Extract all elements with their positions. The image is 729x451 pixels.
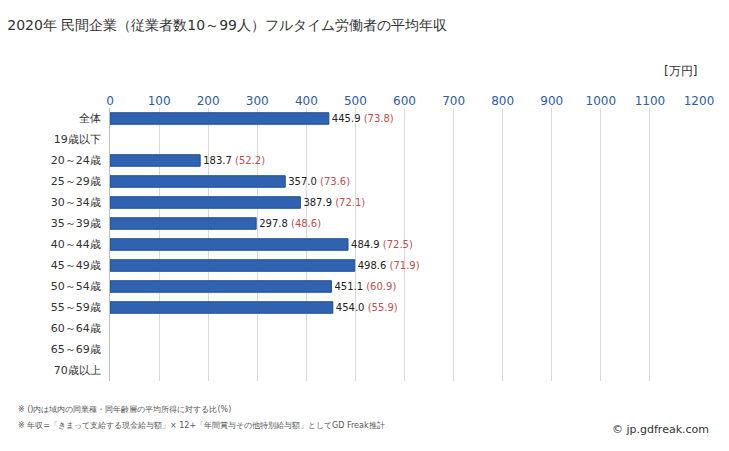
svg-text:100: 100: [148, 94, 171, 108]
svg-text:35～39歳: 35～39歳: [51, 217, 101, 230]
svg-text:900: 900: [540, 94, 563, 108]
svg-text:1100: 1100: [635, 94, 666, 108]
svg-text:全体: 全体: [79, 112, 101, 125]
svg-text:50～54歳: 50～54歳: [51, 280, 101, 293]
svg-text:© jp.gdfreak.com: © jp.gdfreak.com: [612, 423, 709, 436]
svg-text:※ ()内は域内の同業種・同年齢層の平均所得に対する比(%): ※ ()内は域内の同業種・同年齢層の平均所得に対する比(%): [18, 405, 231, 414]
svg-text:30～34歳: 30～34歳: [51, 196, 101, 209]
svg-text:445.9 (73.8): 445.9 (73.8): [332, 113, 394, 124]
svg-text:40～44歳: 40～44歳: [51, 238, 101, 251]
svg-text:1200: 1200: [684, 94, 715, 108]
svg-text:19歳以下: 19歳以下: [54, 133, 101, 146]
svg-text:25～29歳: 25～29歳: [51, 175, 101, 188]
svg-text:300: 300: [246, 94, 269, 108]
svg-text:60～64歳: 60～64歳: [51, 322, 101, 335]
svg-text:400: 400: [295, 94, 318, 108]
svg-text:500: 500: [344, 94, 367, 108]
svg-text:357.0 (73.6): 357.0 (73.6): [288, 176, 350, 187]
svg-text:1000: 1000: [586, 94, 617, 108]
svg-text:70歳以上: 70歳以上: [54, 364, 101, 377]
svg-text:700: 700: [442, 94, 465, 108]
svg-text:297.8 (48.6): 297.8 (48.6): [259, 218, 321, 229]
svg-text:800: 800: [491, 94, 514, 108]
svg-text:451.1 (60.9): 451.1 (60.9): [334, 281, 396, 292]
svg-text:0: 0: [106, 94, 114, 108]
svg-text:55～59歳: 55～59歳: [51, 301, 101, 314]
svg-text:454.0 (55.9): 454.0 (55.9): [336, 302, 398, 313]
svg-text:[万円]: [万円]: [664, 64, 697, 78]
svg-text:387.9 (72.1): 387.9 (72.1): [303, 197, 365, 208]
svg-text:※ 年収=「きまって支給する現金給与額」× 12+「年間賞与: ※ 年収=「きまって支給する現金給与額」× 12+「年間賞与その他特別給与額」と…: [18, 421, 385, 430]
svg-text:600: 600: [393, 94, 416, 108]
svg-text:200: 200: [197, 94, 220, 108]
svg-text:20～24歳: 20～24歳: [51, 154, 101, 167]
svg-text:2020年 民間企業（従業者数10～99人）フルタイム労働者: 2020年 民間企業（従業者数10～99人）フルタイム労働者の平均年収: [7, 17, 447, 33]
svg-text:45～49歳: 45～49歳: [51, 259, 101, 272]
svg-text:498.6 (71.9): 498.6 (71.9): [358, 260, 420, 271]
svg-text:65～69歳: 65～69歳: [51, 343, 101, 356]
svg-text:484.9 (72.5): 484.9 (72.5): [351, 239, 413, 250]
svg-text:183.7 (52.2): 183.7 (52.2): [203, 155, 265, 166]
